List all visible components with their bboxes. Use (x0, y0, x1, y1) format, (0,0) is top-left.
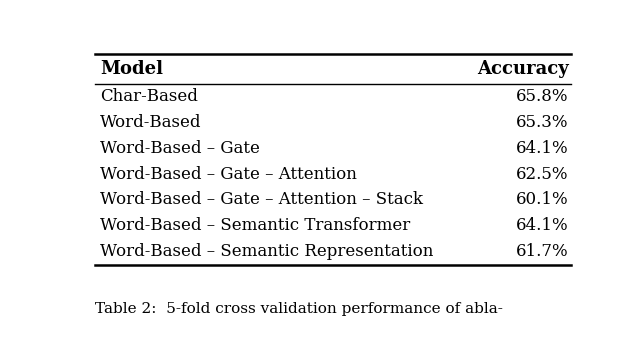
Text: Word-Based – Gate – Attention – Stack: Word-Based – Gate – Attention – Stack (100, 191, 423, 208)
Text: Word-Based – Gate – Attention: Word-Based – Gate – Attention (100, 166, 356, 183)
Text: Table 2:  5-fold cross validation performance of abla-: Table 2: 5-fold cross validation perform… (95, 302, 503, 316)
Text: Model: Model (100, 60, 163, 78)
Text: 64.1%: 64.1% (516, 217, 568, 234)
Text: 65.3%: 65.3% (516, 114, 568, 131)
Text: Accuracy: Accuracy (477, 60, 568, 78)
Text: 64.1%: 64.1% (516, 140, 568, 157)
Text: Word-Based – Semantic Transformer: Word-Based – Semantic Transformer (100, 217, 410, 234)
Text: Word-Based: Word-Based (100, 114, 202, 131)
Text: Word-Based – Gate: Word-Based – Gate (100, 140, 260, 157)
Text: Word-Based – Semantic Representation: Word-Based – Semantic Representation (100, 243, 433, 260)
Text: 61.7%: 61.7% (516, 243, 568, 260)
Text: 60.1%: 60.1% (516, 191, 568, 208)
Text: 65.8%: 65.8% (516, 88, 568, 105)
Text: Char-Based: Char-Based (100, 88, 198, 105)
Text: 62.5%: 62.5% (516, 166, 568, 183)
